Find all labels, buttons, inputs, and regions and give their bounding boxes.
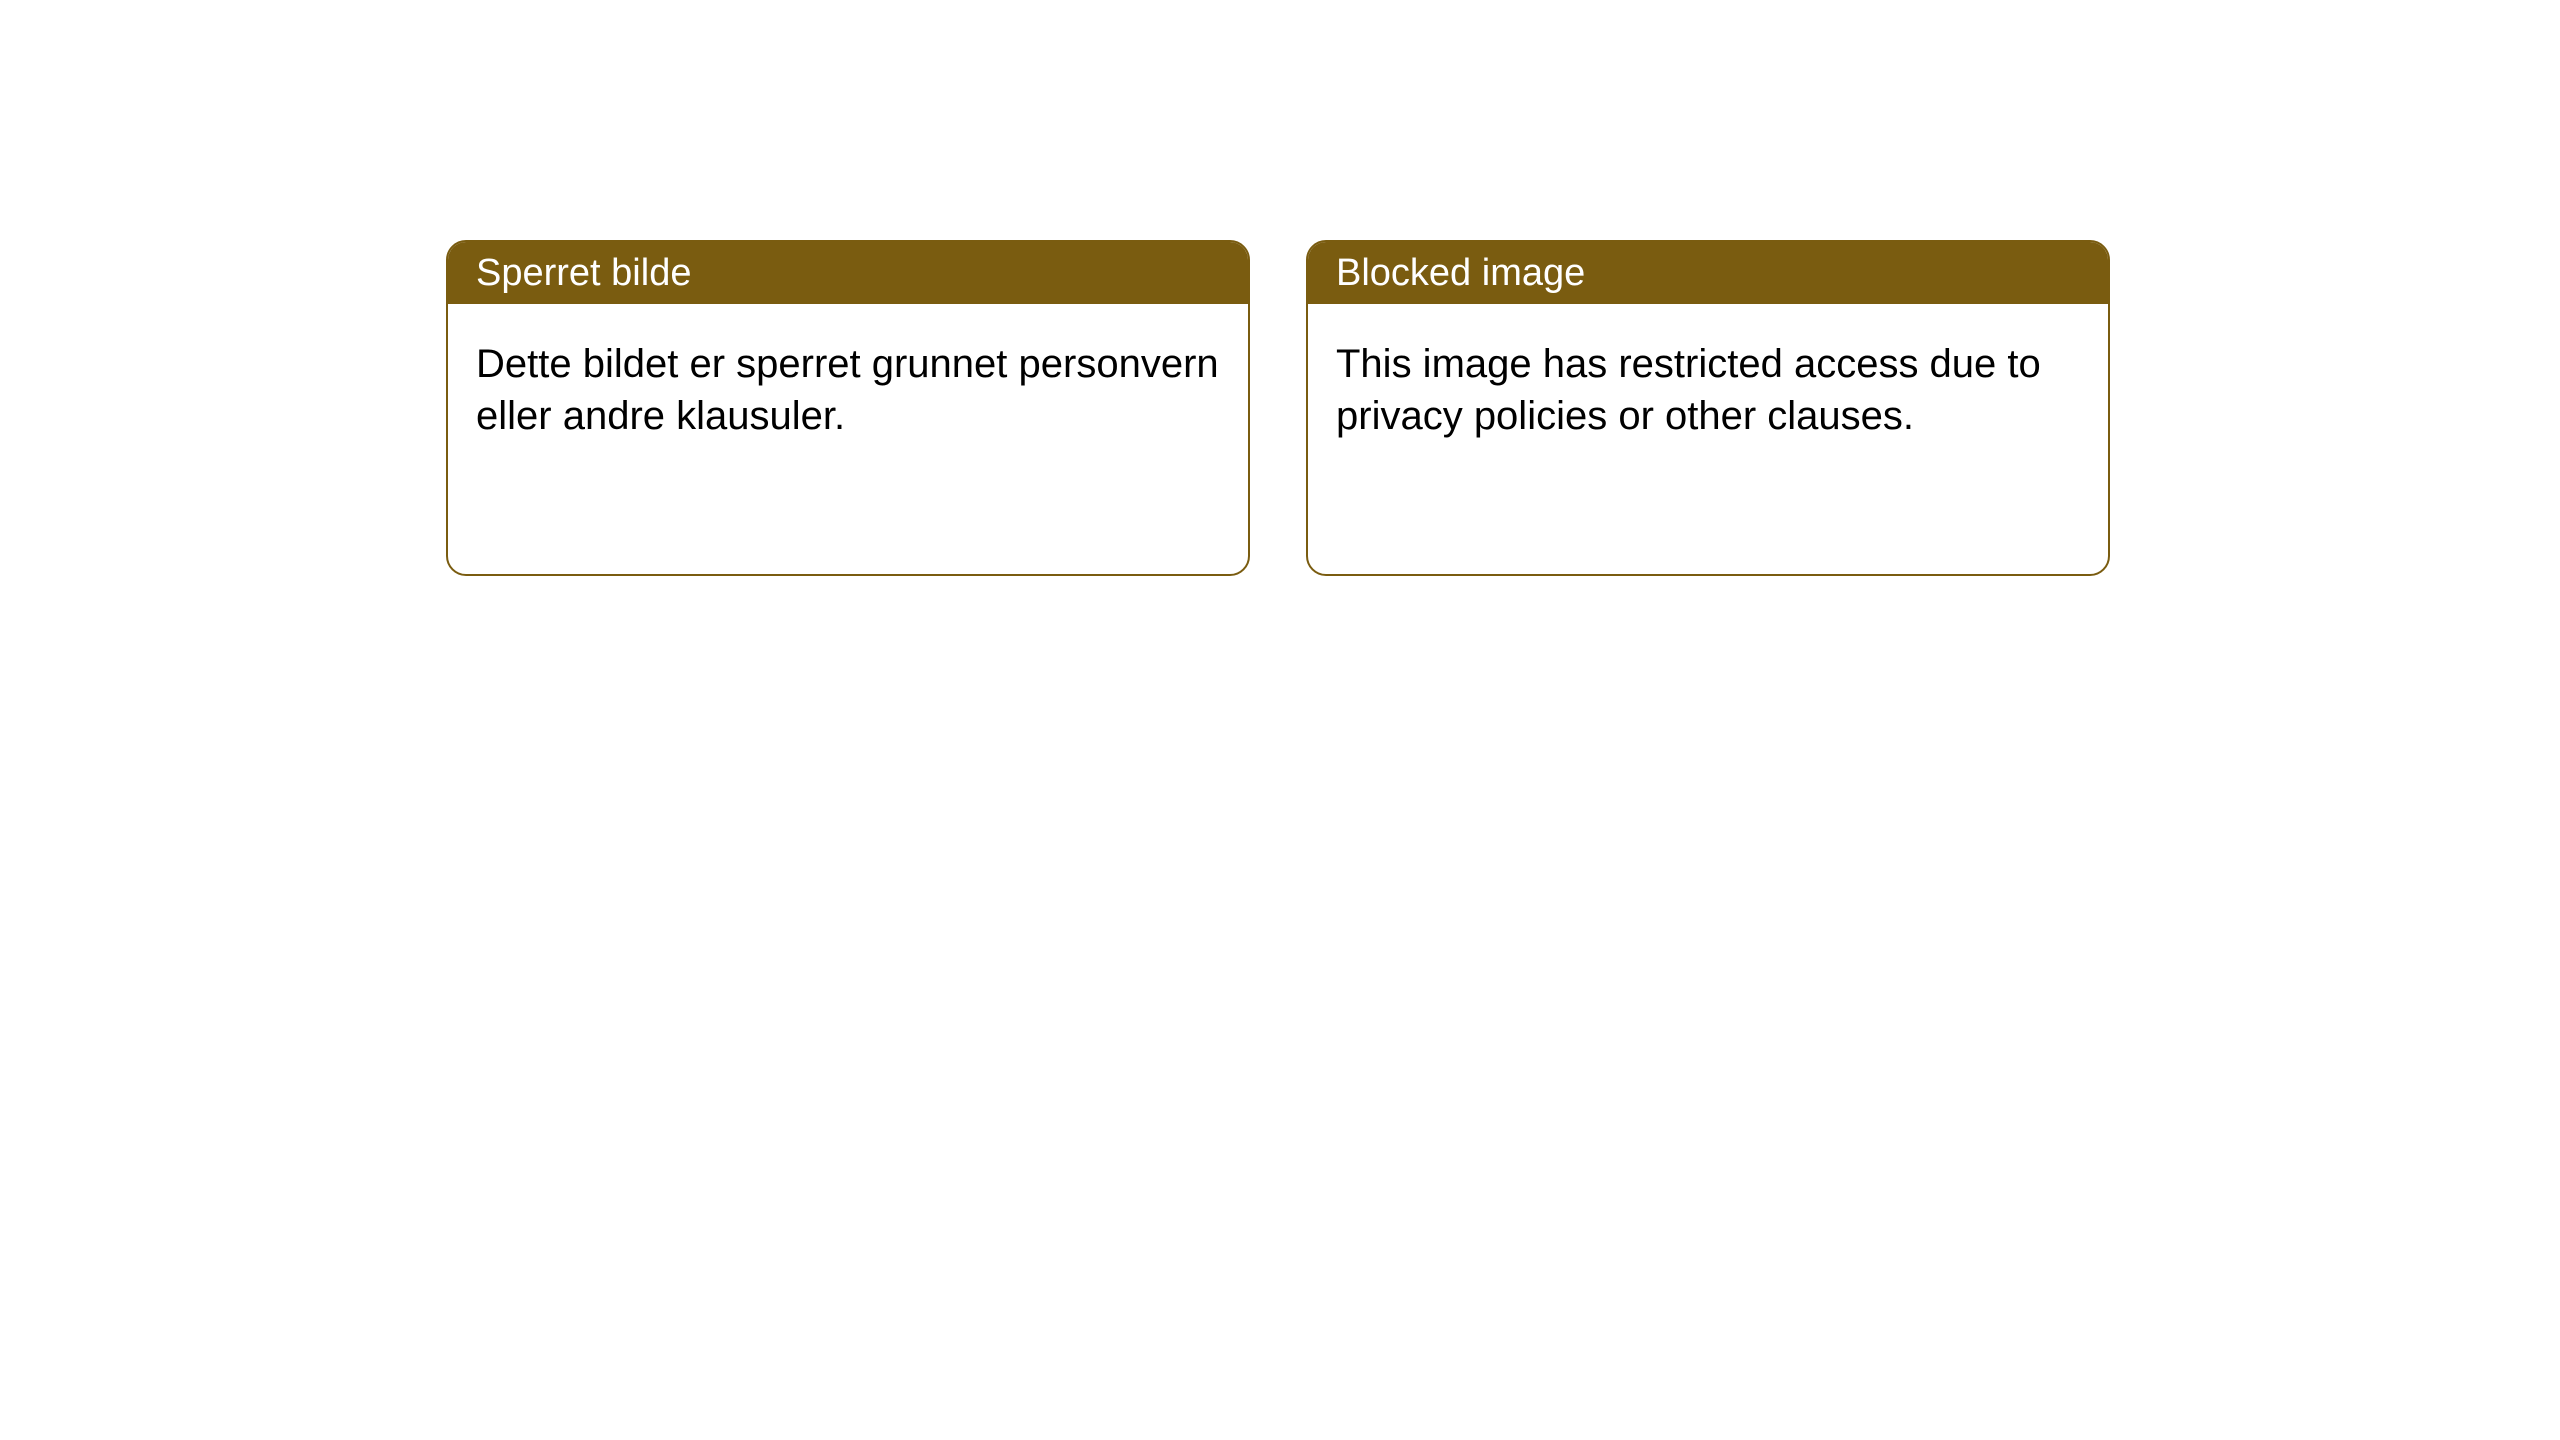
notice-body: This image has restricted access due to … <box>1308 304 2108 476</box>
notice-header-text: Sperret bilde <box>476 252 691 295</box>
notice-container: Sperret bilde Dette bildet er sperret gr… <box>0 0 2560 576</box>
notice-body-text: This image has restricted access due to … <box>1336 342 2041 438</box>
notice-card-norwegian: Sperret bilde Dette bildet er sperret gr… <box>446 240 1250 576</box>
notice-header: Blocked image <box>1308 242 2108 304</box>
notice-body: Dette bildet er sperret grunnet personve… <box>448 304 1248 476</box>
notice-body-text: Dette bildet er sperret grunnet personve… <box>476 342 1219 438</box>
notice-header: Sperret bilde <box>448 242 1248 304</box>
notice-header-text: Blocked image <box>1336 252 1585 295</box>
notice-card-english: Blocked image This image has restricted … <box>1306 240 2110 576</box>
